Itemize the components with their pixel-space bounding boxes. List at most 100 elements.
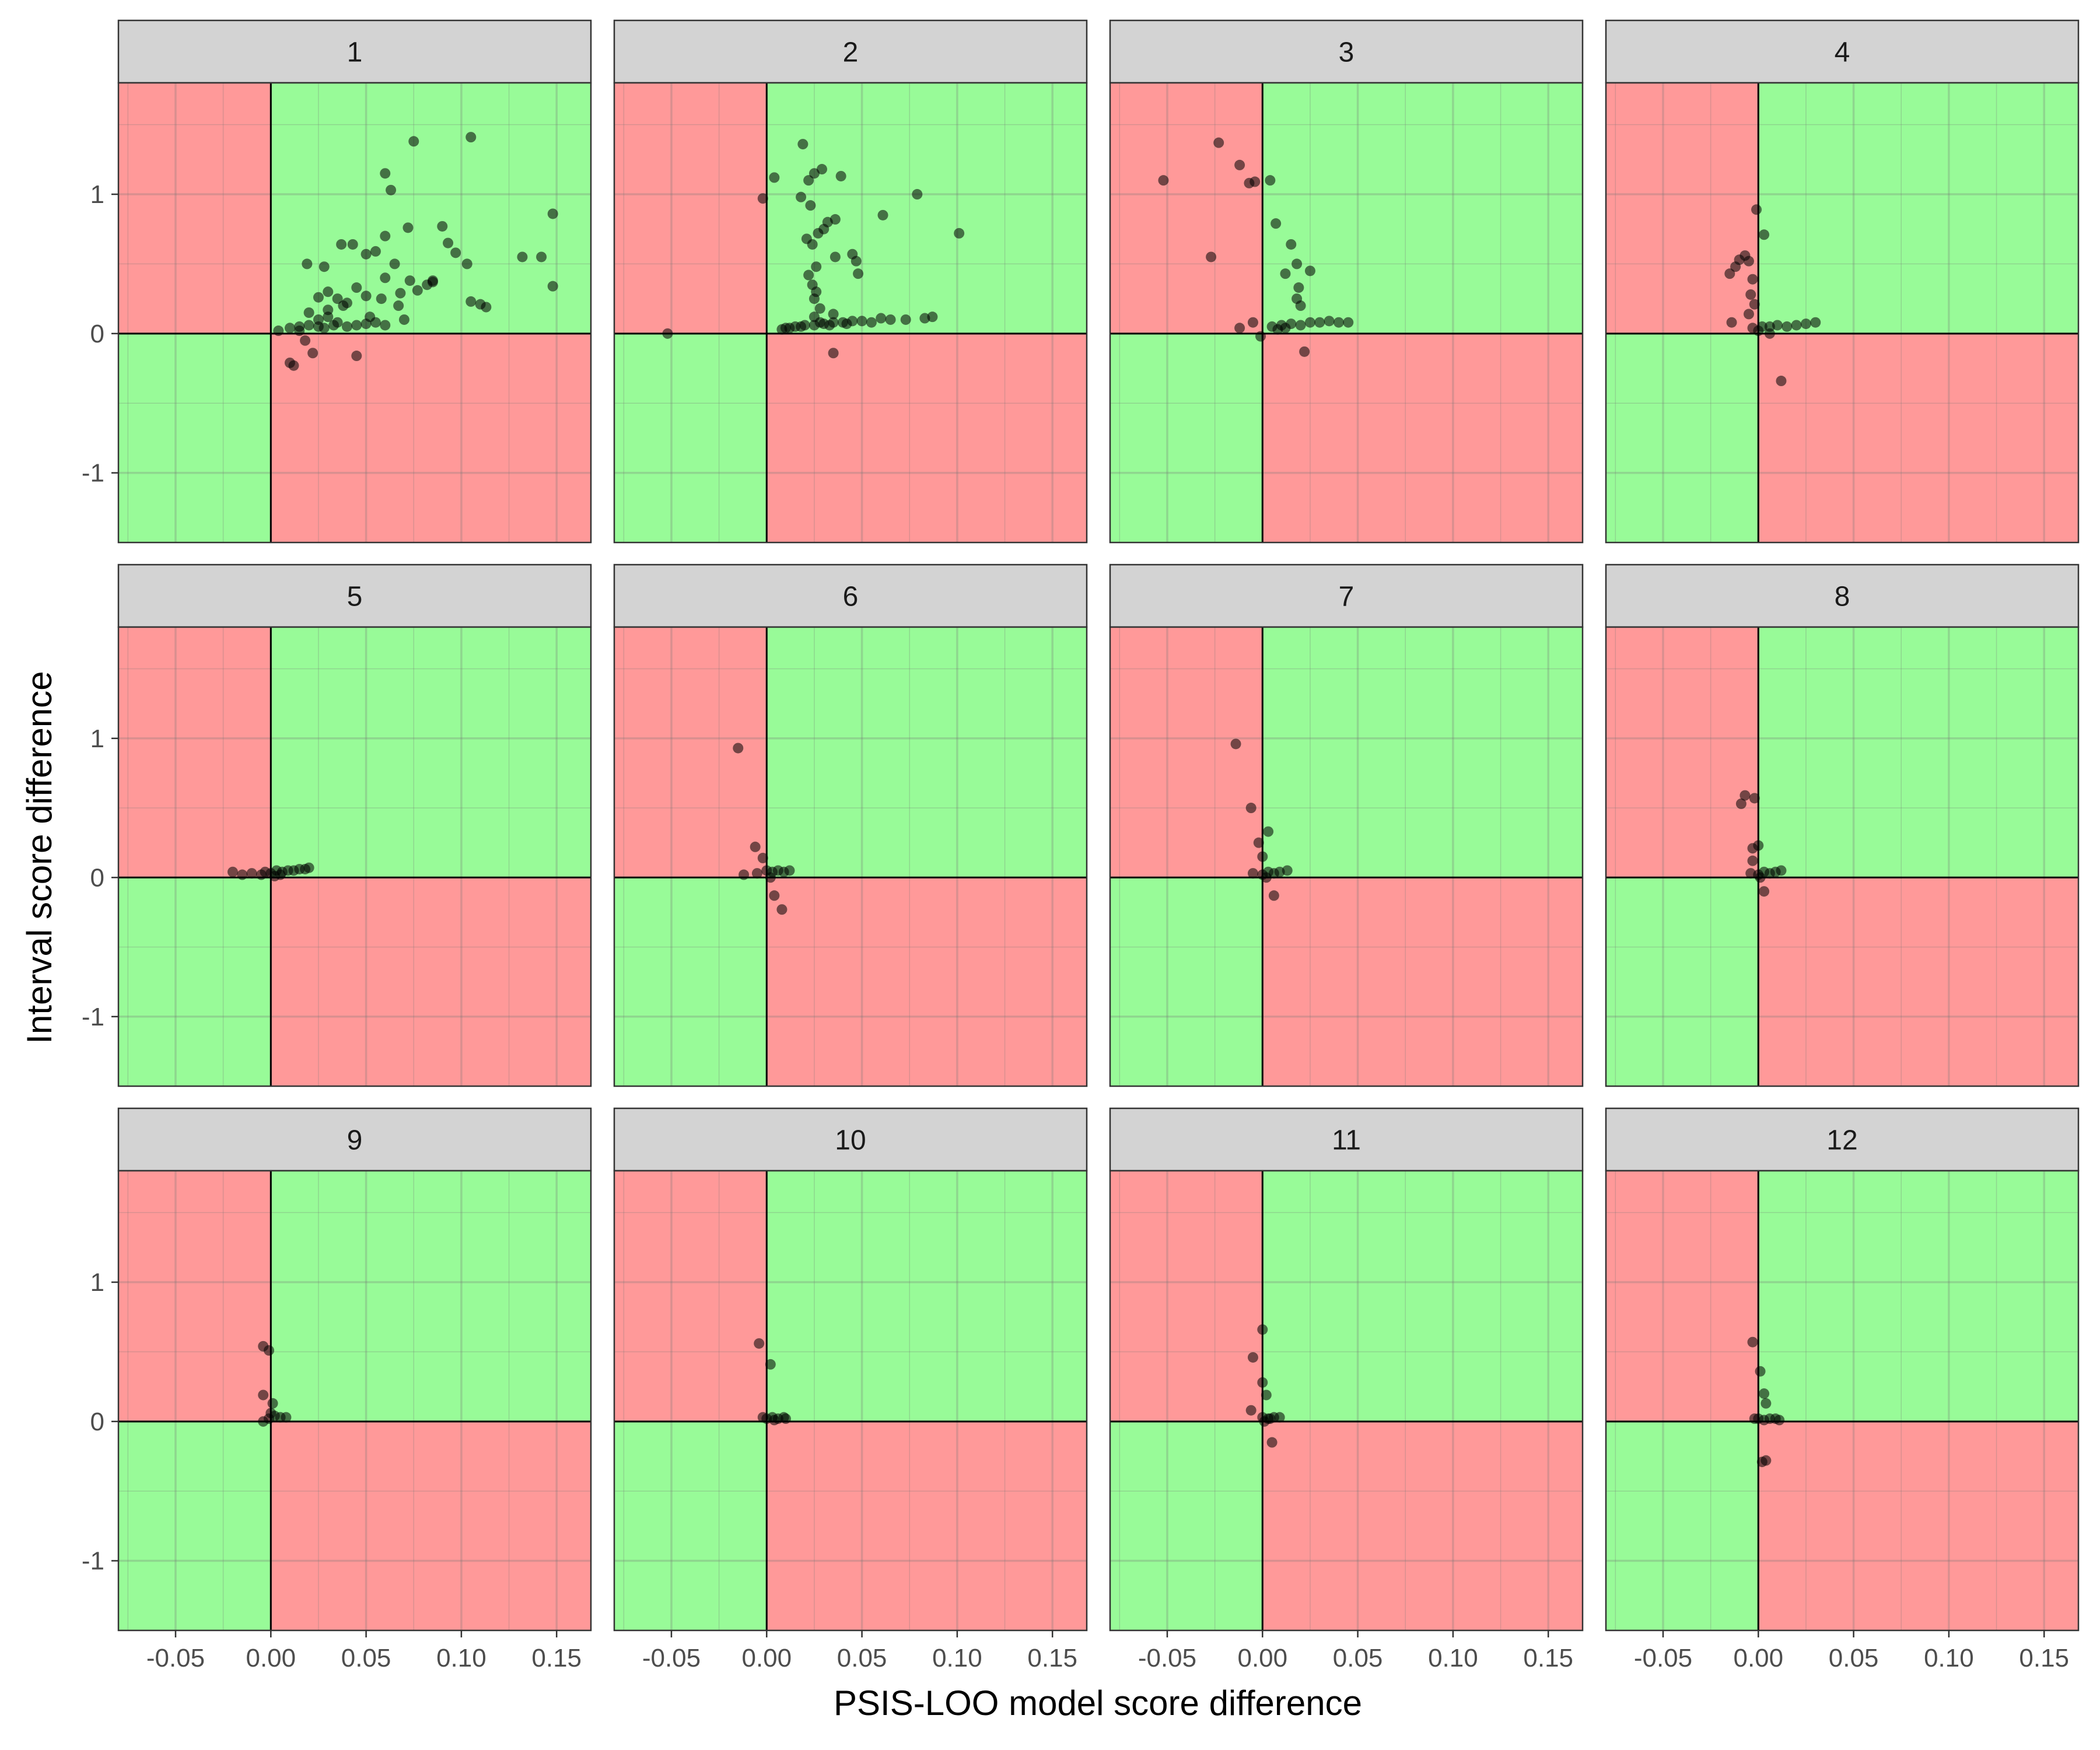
panel-border: [117, 626, 592, 1087]
data-point: [765, 1359, 776, 1370]
data-point: [830, 251, 841, 262]
data-point: [402, 222, 414, 233]
data-point: [662, 328, 673, 339]
data-point: [1304, 265, 1315, 276]
data-point: [1259, 1416, 1270, 1427]
quadrant-top-right: [766, 627, 1087, 878]
data-point: [900, 314, 911, 325]
facet-strip: [1109, 564, 1584, 628]
data-point: [817, 164, 828, 175]
x-tick-label: 0.00: [741, 1644, 792, 1672]
data-point: [765, 872, 776, 883]
x-tick-label: 0.15: [1027, 1644, 1077, 1672]
quadrant-top-left: [1606, 83, 1759, 334]
data-point: [808, 320, 820, 331]
y-tick-label: -1: [82, 459, 104, 488]
x-tick-label: -0.05: [1634, 1644, 1692, 1672]
panel-border: [1109, 82, 1584, 544]
data-point: [318, 261, 330, 272]
data-point: [1747, 1336, 1758, 1348]
x-tick-label: 0.05: [341, 1644, 391, 1672]
panel-border: [613, 626, 1088, 1087]
facet-panel-5: 5 -1 0 1: [82, 564, 592, 1087]
quadrant-bottom-left: [614, 877, 767, 1086]
y-tick-label: 0: [90, 320, 104, 348]
data-point: [784, 865, 795, 876]
data-point: [1295, 320, 1306, 331]
data-point: [284, 357, 295, 368]
data-point: [828, 309, 839, 320]
y-tick-label: 0: [90, 863, 104, 892]
data-points: [1230, 738, 1293, 901]
data-point: [408, 136, 419, 147]
x-tick-label: 0.10: [436, 1644, 487, 1672]
data-point: [885, 314, 896, 325]
y-tick-label: -1: [82, 1003, 104, 1031]
data-point: [294, 326, 305, 337]
quadrant-top-left: [1606, 627, 1759, 878]
facet-strip-label: 12: [1826, 1125, 1857, 1156]
data-points: [1747, 1336, 1785, 1468]
data-point: [954, 228, 965, 239]
data-point: [1234, 159, 1245, 170]
quadrant-top-left: [614, 627, 767, 878]
data-point: [370, 246, 381, 257]
data-point: [1261, 1390, 1272, 1401]
data-point: [1747, 274, 1758, 285]
data-point: [769, 172, 780, 183]
facet-panel-4: 4: [1605, 19, 2080, 544]
data-point: [386, 184, 397, 195]
quadrant-bottom-right: [1262, 1421, 1583, 1630]
data-point: [275, 869, 286, 880]
data-point: [422, 279, 433, 290]
data-point: [1753, 840, 1764, 851]
panel-border: [613, 82, 1088, 544]
y-tick-label: -1: [82, 1547, 104, 1576]
data-point: [757, 193, 768, 204]
data-point: [1263, 826, 1274, 837]
data-point: [404, 275, 415, 286]
data-point: [814, 303, 825, 314]
data-point: [336, 239, 347, 250]
data-point: [237, 869, 248, 880]
quadrant-bottom-left: [118, 877, 271, 1086]
quadrant-bottom-right: [1758, 1421, 2078, 1630]
data-point: [466, 132, 477, 143]
data-point: [1299, 346, 1310, 357]
facet-panel-11: 11 -0.05 0.00 0.05 0.10 0.15: [1109, 1107, 1584, 1672]
data-point: [807, 239, 818, 250]
data-point: [1343, 317, 1354, 328]
data-point: [1304, 317, 1315, 328]
facet-strip-label: 7: [1339, 582, 1354, 612]
data-point: [389, 258, 400, 270]
y-axis-title: Interval score difference: [20, 671, 59, 1044]
data-point: [1253, 837, 1264, 848]
data-point: [1759, 229, 1770, 240]
quadrant-top-left: [1110, 1171, 1263, 1422]
quadrant-bottom-left: [118, 333, 271, 542]
data-point: [300, 335, 311, 346]
panel-border: [1605, 626, 2080, 1087]
data-point: [769, 890, 780, 901]
data-point: [877, 209, 888, 220]
data-point: [303, 320, 314, 331]
data-point: [803, 175, 814, 186]
data-point: [323, 304, 334, 316]
y-tick-label: 1: [90, 1268, 104, 1297]
x-tick-label: -0.05: [1138, 1644, 1196, 1672]
facet-panel-10: 10 -0.05 0.00 0.05 0.10 0.15: [613, 1107, 1088, 1672]
data-point: [347, 239, 358, 250]
data-point: [803, 270, 814, 281]
quadrant-bottom-right: [766, 1421, 1087, 1630]
data-point: [227, 866, 238, 877]
quadrant-top-left: [614, 1171, 767, 1422]
data-points: [733, 743, 795, 915]
data-point: [796, 191, 807, 202]
x-tick-label: 0.00: [1237, 1644, 1287, 1672]
data-point: [323, 286, 334, 298]
data-point: [1280, 323, 1291, 334]
data-point: [1261, 872, 1272, 883]
facet-strip: [1605, 1107, 2080, 1172]
x-tick-label: 0.00: [1733, 1644, 1783, 1672]
data-point: [1759, 886, 1770, 897]
